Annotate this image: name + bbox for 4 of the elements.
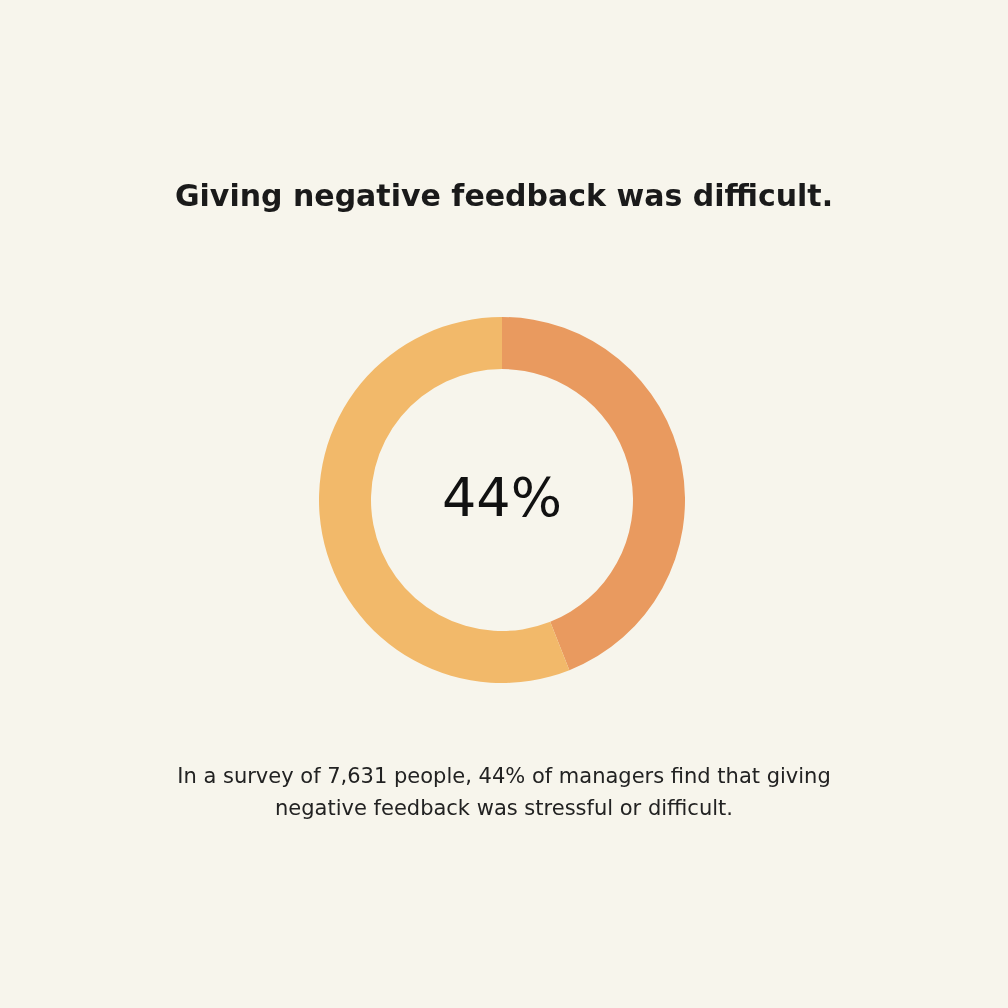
chart-title: Giving negative feedback was difficult. <box>174 178 834 213</box>
data-label: 44% <box>441 466 563 529</box>
text: In a survey of 7,631 people, 44% of managers find that giving negative feedback was stressful or difficult. <box>177 764 831 820</box>
donut-slice <box>319 317 570 683</box>
